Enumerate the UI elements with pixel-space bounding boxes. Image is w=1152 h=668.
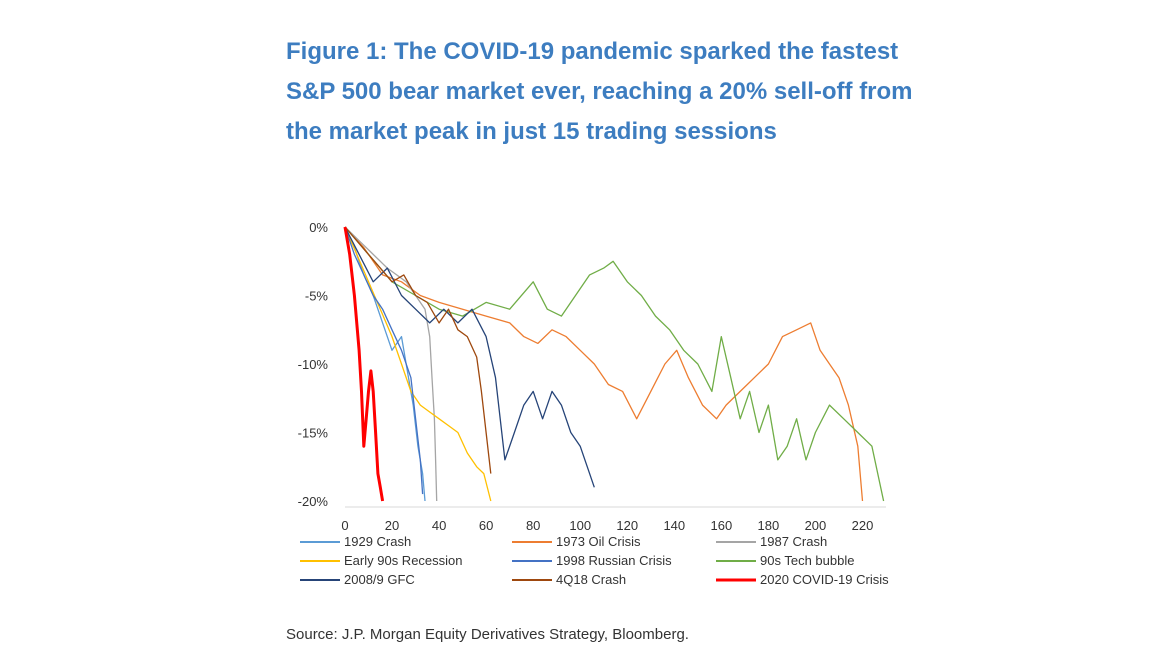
series-line bbox=[344, 226, 492, 502]
x-tick-label: 100 bbox=[569, 518, 591, 533]
legend-label: 2008/9 GFC bbox=[344, 572, 415, 587]
legend-label: 1929 Crash bbox=[344, 534, 411, 549]
legend-label: 1973 Oil Crisis bbox=[556, 534, 641, 549]
x-tick-label: 120 bbox=[616, 518, 638, 533]
y-tick-label: -10% bbox=[298, 357, 329, 372]
legend-label: 4Q18 Crash bbox=[556, 572, 626, 587]
series-line bbox=[344, 226, 426, 502]
y-tick-label: -20% bbox=[298, 494, 329, 509]
x-tick-label: 40 bbox=[432, 518, 446, 533]
legend-label: 1987 Crash bbox=[760, 534, 827, 549]
x-tick-label: 20 bbox=[385, 518, 399, 533]
x-tick-label: 160 bbox=[710, 518, 732, 533]
series-line bbox=[344, 226, 492, 474]
legend-label: 1998 Russian Crisis bbox=[556, 553, 672, 568]
x-tick-label: 0 bbox=[341, 518, 348, 533]
legend-label: 90s Tech bubble bbox=[760, 553, 854, 568]
y-tick-label: -15% bbox=[298, 426, 329, 441]
x-tick-label: 180 bbox=[758, 518, 780, 533]
series-line bbox=[344, 226, 885, 502]
series-line bbox=[344, 226, 595, 488]
x-tick-label: 200 bbox=[805, 518, 827, 533]
source-note: Source: J.P. Morgan Equity Derivatives S… bbox=[286, 626, 689, 643]
figure-title: Figure 1: The COVID-19 pandemic sparked … bbox=[286, 38, 913, 145]
x-tick-label: 60 bbox=[479, 518, 493, 533]
series-line bbox=[343, 226, 385, 502]
legend-label: 2020 COVID-19 Crisis bbox=[760, 572, 889, 587]
x-tick-label: 220 bbox=[852, 518, 874, 533]
x-tick-label: 140 bbox=[663, 518, 685, 533]
series-line bbox=[344, 226, 864, 502]
y-tick-label: -5% bbox=[305, 289, 329, 304]
legend-label: Early 90s Recession bbox=[344, 553, 463, 568]
x-tick-label: 80 bbox=[526, 518, 540, 533]
series-line bbox=[344, 226, 424, 495]
y-tick-label: 0% bbox=[309, 220, 328, 235]
